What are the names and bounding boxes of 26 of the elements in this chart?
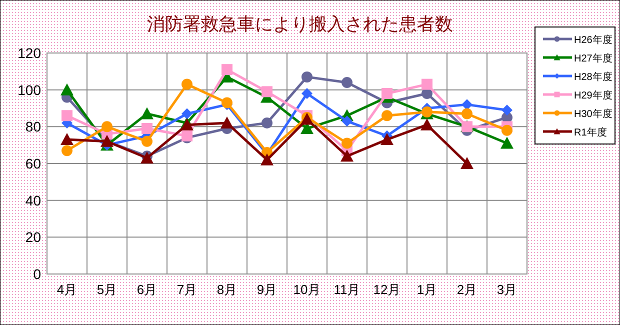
legend-label: H28年度 (574, 71, 612, 83)
x-tick-label: 4月 (56, 282, 78, 297)
legend-label: H29年度 (574, 90, 612, 102)
y-tick-label: 0 (33, 266, 42, 282)
x-tick-label: 3月 (496, 282, 518, 297)
x-tick-label: 10月 (293, 282, 321, 297)
x-tick-label: 6月 (136, 282, 158, 297)
legend-label: H27年度 (574, 52, 612, 64)
x-tick-label: 2月 (456, 282, 478, 297)
y-tick-label: 120 (18, 45, 42, 61)
x-tick-label: 12月 (373, 282, 401, 297)
x-tick-label: 1月 (416, 282, 438, 297)
y-tick-label: 40 (25, 192, 42, 208)
legend-label: R1年度 (574, 126, 607, 138)
x-tick-label: 11月 (334, 282, 360, 297)
y-tick-label: 60 (25, 156, 42, 172)
y-tick-label: 100 (18, 82, 42, 98)
legend-label: H30年度 (574, 108, 612, 120)
chart-title: 消防署救急車により搬入された患者数 (147, 14, 453, 34)
y-tick-label: 80 (25, 118, 42, 135)
x-tick-label: 5月 (96, 282, 118, 297)
x-tick-label: 8月 (216, 282, 238, 297)
y-tick-label: 20 (25, 229, 42, 246)
x-tick-label: 9月 (256, 282, 278, 297)
legend-label: H26年度 (574, 34, 612, 46)
x-tick-label: 7月 (176, 282, 198, 297)
